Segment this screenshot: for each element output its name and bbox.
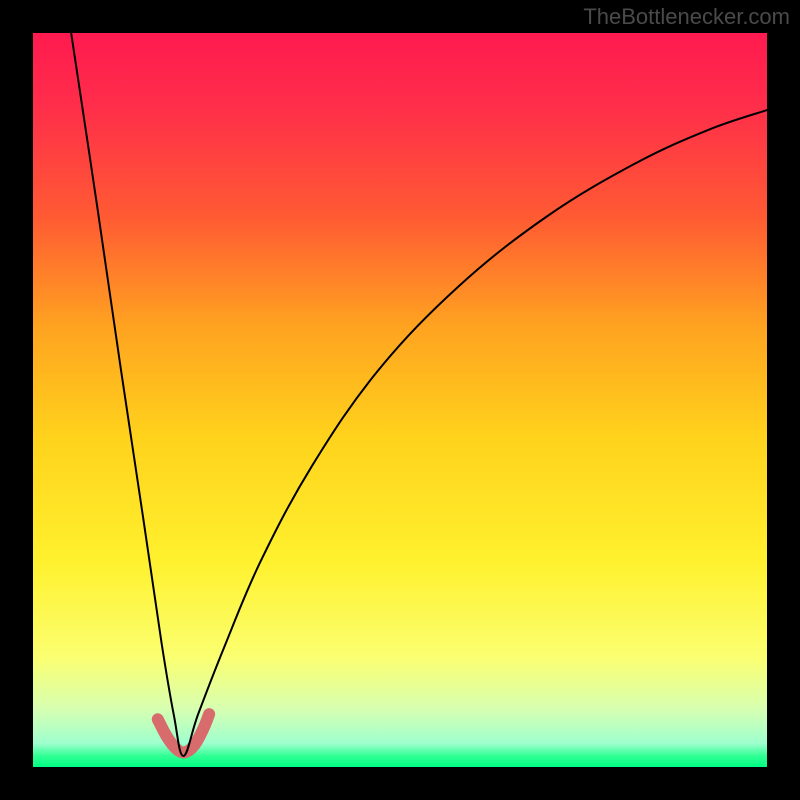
bottleneck-chart bbox=[33, 33, 767, 767]
chart-frame: TheBottlenecker.com bbox=[0, 0, 800, 800]
gradient-background bbox=[33, 33, 767, 767]
watermark-text: TheBottlenecker.com bbox=[583, 4, 790, 30]
